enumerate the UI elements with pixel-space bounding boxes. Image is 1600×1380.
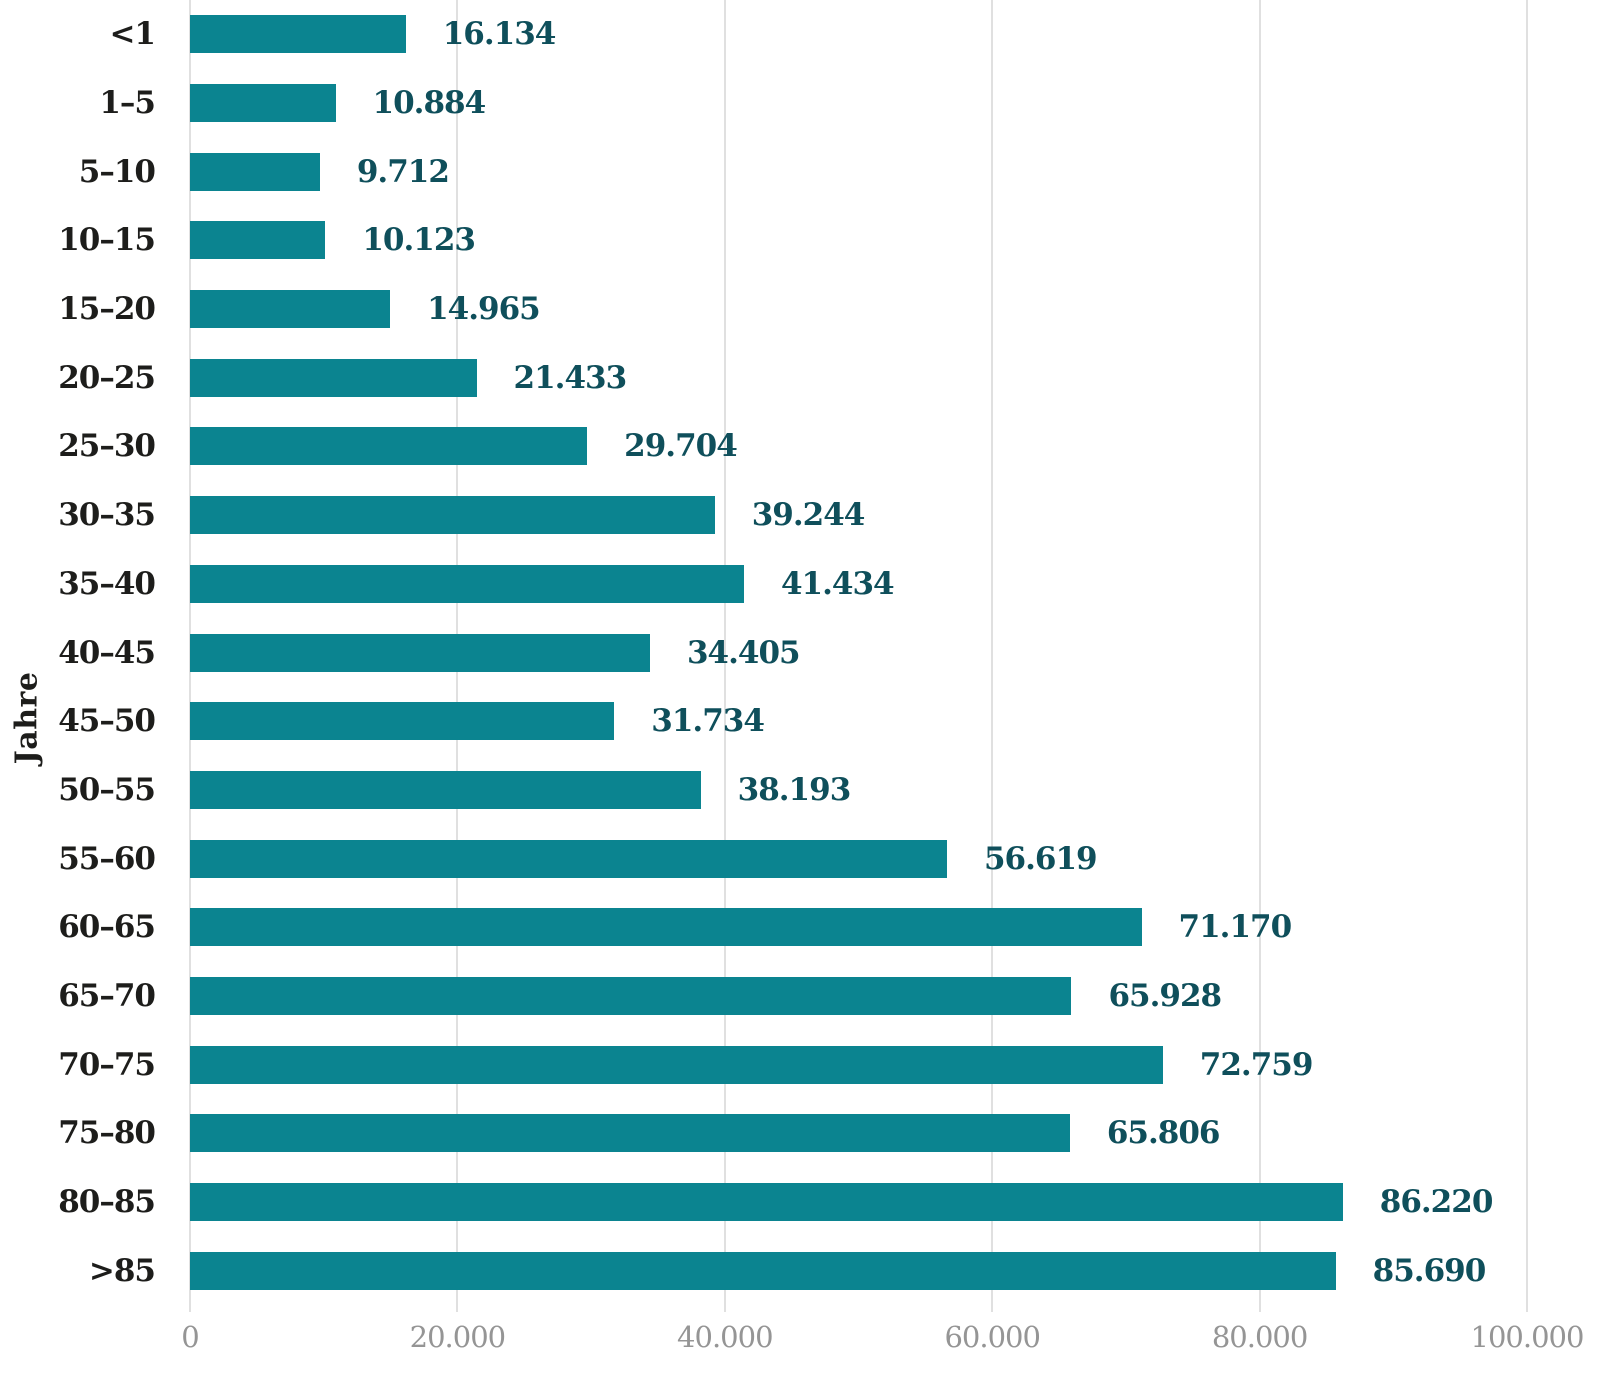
x-tick-label: 40.000: [677, 1320, 773, 1354]
plot-area: <1 16.134 1–5 10.884 5–10 9.712 10–15 10.123 15–…: [58, 0, 1528, 1312]
value-label: 56.619: [983, 840, 1098, 877]
bar: [190, 290, 391, 329]
category-label: >85: [88, 1252, 156, 1289]
bar: [190, 1251, 1336, 1290]
bar: [190, 84, 336, 123]
bar: [190, 15, 406, 54]
value-label: 38.193: [737, 771, 852, 808]
bar: [190, 770, 701, 809]
category-label: 15–20: [58, 291, 156, 328]
value-label: 34.405: [686, 634, 801, 671]
value-label: 31.734: [651, 703, 765, 740]
value-label: 41.434: [780, 565, 895, 602]
bar-row: 5–10 9.712: [79, 137, 1527, 206]
gridline: [1526, 0, 1528, 1312]
bar: [190, 839, 947, 878]
bar-row: 10–15 10.123: [58, 206, 1527, 275]
x-axis-tick-labels: 0 20.000 40.000 60.000 80.000 100.000: [181, 1320, 1584, 1360]
bar-row: 60–65 71.170: [58, 893, 1527, 962]
bar: [190, 908, 1142, 947]
bar: [190, 427, 588, 466]
value-label: 10.123: [362, 222, 476, 259]
value-label: 39.244: [751, 497, 866, 534]
x-tick-label: 100.000: [1470, 1320, 1585, 1354]
category-label: 55–60: [58, 840, 156, 877]
bar-row: 75–80 65.806: [58, 1099, 1527, 1168]
category-label: 75–80: [58, 1115, 156, 1152]
category-label: 35–40: [58, 565, 156, 602]
bar: [190, 976, 1072, 1015]
value-label: 10.884: [372, 85, 487, 122]
category-label: 45–50: [58, 703, 156, 740]
category-label: <1: [109, 16, 156, 53]
category-label: 70–75: [58, 1046, 156, 1083]
value-label: 21.433: [513, 359, 628, 396]
bar: [190, 1114, 1070, 1153]
category-label: 25–30: [58, 428, 156, 465]
category-label: 30–35: [58, 497, 156, 534]
bar-row: >85 85.690: [89, 1236, 1527, 1305]
x-tick-label: 80.000: [1211, 1320, 1308, 1354]
value-label: 9.712: [356, 153, 450, 190]
gridline: [723, 0, 726, 1312]
bar-row: <1 16.134: [109, 0, 1527, 69]
value-label: 16.134: [442, 16, 557, 53]
bar: [190, 221, 326, 260]
bar-row: 30–35 39.244: [58, 481, 1527, 550]
bar-row: 1–5 10.884: [99, 69, 1527, 138]
category-label: 60–65: [58, 909, 156, 946]
category-label: 40–45: [58, 634, 156, 671]
bar-row: 70–75 72.759: [58, 1030, 1527, 1099]
value-label: 29.704: [624, 428, 738, 465]
x-tick-label: 20.000: [409, 1320, 506, 1354]
bar: [190, 633, 650, 672]
bar-row: 20–25 21.433: [58, 343, 1527, 412]
category-label: 65–70: [58, 977, 156, 1014]
bar-row: 55–60 56.619: [58, 824, 1527, 893]
bar-row: 80–85 86.220: [58, 1168, 1527, 1237]
bar-row: 40–45 34.405: [58, 618, 1527, 687]
value-label: 72.759: [1199, 1046, 1314, 1083]
bar-row: 15–20 14.965: [58, 275, 1527, 344]
x-tick-label: 60.000: [944, 1320, 1040, 1354]
category-label: 1–5: [99, 85, 156, 122]
bar: [190, 152, 320, 191]
bar: [190, 496, 715, 535]
bar-row: 65–70 65.928: [58, 962, 1527, 1031]
bar: [190, 1045, 1163, 1084]
value-label: 71.170: [1178, 909, 1293, 946]
value-label: 65.806: [1106, 1115, 1221, 1152]
value-label: 86.220: [1379, 1184, 1494, 1221]
x-tick-label: 0: [181, 1320, 199, 1354]
category-label: 80–85: [58, 1184, 156, 1221]
category-label: 10–15: [58, 222, 156, 259]
bar: [190, 1183, 1343, 1222]
bar-row: 50–55 38.193: [58, 756, 1527, 825]
category-label: 5–10: [78, 153, 156, 190]
bar-row: 35–40 41.434: [58, 550, 1527, 619]
bar-row: 45–50 31.734: [58, 687, 1527, 756]
bar: [190, 358, 477, 397]
bar: [190, 702, 615, 741]
category-label: 50–55: [58, 771, 156, 808]
bar-rows: <1 16.134 1–5 10.884 5–10 9.712 10–15 10.123 15–…: [58, 0, 1527, 1305]
gridline: [991, 0, 994, 1312]
bar: [190, 564, 744, 603]
gridline: [1258, 0, 1261, 1312]
value-label: 85.690: [1372, 1252, 1487, 1289]
bar-row: 25–30 29.704: [58, 412, 1527, 481]
value-label: 65.928: [1108, 977, 1222, 1014]
value-label: 14.965: [427, 291, 541, 328]
category-label: 20–25: [58, 359, 156, 396]
